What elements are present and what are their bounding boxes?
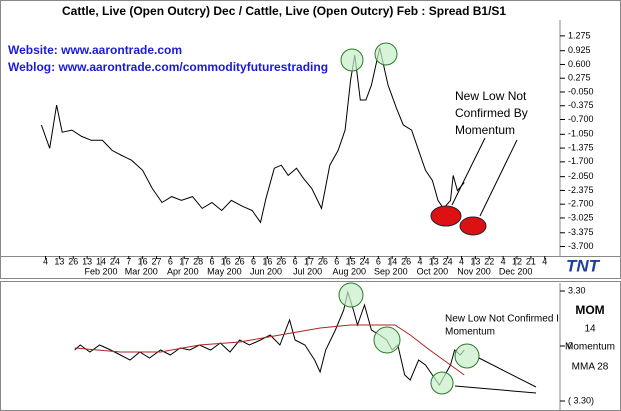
momentum-panel bbox=[0, 281, 621, 411]
annotation: Confirmed By bbox=[455, 106, 528, 120]
y-tick-label: -0.375 bbox=[568, 100, 594, 110]
y-tick-label: -1.050 bbox=[568, 129, 594, 139]
low-marker bbox=[430, 205, 462, 227]
x-month-label: Sep 200 bbox=[374, 266, 408, 276]
x-tick-label: 17 bbox=[179, 256, 189, 266]
highlights bbox=[338, 42, 537, 395]
x-tick-label: 16 bbox=[221, 256, 231, 266]
x-tick-label: 16 bbox=[262, 256, 272, 266]
y-tick-label: -2.375 bbox=[568, 185, 594, 195]
indicator-name: MOM bbox=[575, 303, 604, 317]
x-tick-label: 7 bbox=[126, 256, 131, 266]
x-month-label: Nov 200 bbox=[457, 266, 491, 276]
y-tick-label: -2.700 bbox=[568, 199, 594, 209]
annotation: Momentum bbox=[455, 123, 515, 137]
y-tick-label: 0 bbox=[568, 340, 573, 350]
weblog-link[interactable]: Weblog: www.aarontrade.com/commodityfutu… bbox=[8, 60, 328, 74]
x-tick-label: 4 bbox=[501, 256, 506, 266]
annotation: New Low Not Confirmed I bbox=[445, 314, 559, 325]
y-tick-label: -0.050 bbox=[568, 86, 594, 96]
x-tick-label: 24 bbox=[443, 256, 453, 266]
chart-title: Cattle, Live (Open Outcry) Dec / Cattle,… bbox=[62, 4, 506, 18]
series-line bbox=[74, 290, 465, 386]
x-month-label: Apr 200 bbox=[167, 266, 199, 276]
x-tick-label: 13 bbox=[429, 256, 439, 266]
x-tick-label: 6 bbox=[251, 256, 256, 266]
y-tick-label: -2.050 bbox=[568, 171, 594, 181]
highlight-circle bbox=[430, 371, 454, 395]
y-tick-label: -1.700 bbox=[568, 156, 594, 166]
x-tick-label: 13 bbox=[470, 256, 480, 266]
annotation: Momentum bbox=[445, 327, 495, 338]
arrow bbox=[478, 357, 537, 388]
x-month-label: Dec 200 bbox=[499, 266, 533, 276]
x-month-label: Mar 200 bbox=[125, 266, 158, 276]
website-link[interactable]: Website: www.aarontrade.com bbox=[8, 43, 182, 57]
x-tick-label: 6 bbox=[293, 256, 298, 266]
highlight-circle bbox=[374, 42, 398, 66]
x-tick-label: 4 bbox=[542, 256, 547, 266]
x-tick-label: 15 bbox=[346, 256, 356, 266]
y-tick-label: -3.025 bbox=[568, 212, 594, 222]
y-tick-label: -3.700 bbox=[568, 241, 594, 251]
highlight-circle bbox=[338, 282, 364, 308]
x-tick-label: 26 bbox=[318, 256, 328, 266]
x-tick-label: 6 bbox=[209, 256, 214, 266]
x-tick-label: 21 bbox=[526, 256, 536, 266]
x-tick-label: 4 bbox=[43, 256, 48, 266]
x-month-label: Aug 200 bbox=[332, 266, 366, 276]
x-month-label: May 200 bbox=[207, 266, 242, 276]
series-line bbox=[74, 324, 465, 376]
price-line bbox=[40, 47, 465, 224]
x-tick-label: 6 bbox=[334, 256, 339, 266]
y-tick-label: -0.700 bbox=[568, 114, 594, 124]
x-tick-label: 17 bbox=[304, 256, 314, 266]
y-tick-label: 0.275 bbox=[568, 73, 591, 83]
y-tick-label: 0.600 bbox=[568, 59, 591, 69]
x-tick-label: 26 bbox=[235, 256, 245, 266]
annotation: New Low Not bbox=[455, 89, 527, 103]
highlight-circle bbox=[454, 343, 480, 369]
x-tick-label: 14 bbox=[387, 256, 397, 266]
logo: TNT bbox=[566, 256, 601, 275]
highlight-circle bbox=[340, 48, 364, 72]
y-tick-label: 1.275 bbox=[568, 30, 591, 40]
y-tick-label: 3.30 bbox=[568, 285, 586, 295]
y-tick-label: -1.375 bbox=[568, 142, 594, 152]
x-tick-label: 6 bbox=[376, 256, 381, 266]
x-tick-label: 6 bbox=[168, 256, 173, 266]
low-marker bbox=[459, 216, 487, 236]
x-tick-label: 13 bbox=[82, 256, 92, 266]
arrow bbox=[479, 139, 518, 217]
x-tick-label: 24 bbox=[110, 256, 120, 266]
highlight-circle bbox=[373, 326, 401, 354]
arrow bbox=[451, 137, 486, 206]
x-month-label: Jun 200 bbox=[250, 266, 282, 276]
x-tick-label: 12 bbox=[512, 256, 522, 266]
x-tick-label: 27 bbox=[151, 256, 161, 266]
legend-entry: Momentum bbox=[565, 342, 615, 353]
price-panel bbox=[0, 0, 621, 279]
x-tick-label: 16 bbox=[138, 256, 148, 266]
x-tick-label: 26 bbox=[276, 256, 286, 266]
x-tick-label: 26 bbox=[401, 256, 411, 266]
arrow bbox=[454, 385, 537, 394]
x-tick-label: 22 bbox=[484, 256, 494, 266]
legend-entry: MMA 28 bbox=[572, 362, 609, 373]
x-month-label: Feb 200 bbox=[84, 266, 117, 276]
y-tick-label: ( 3.30) bbox=[568, 395, 594, 405]
x-tick-label: 4 bbox=[459, 256, 464, 266]
x-tick-label: 4 bbox=[417, 256, 422, 266]
y-tick-label: 0.925 bbox=[568, 45, 591, 55]
x-tick-label: 13 bbox=[54, 256, 64, 266]
indicator-period: 14 bbox=[584, 324, 596, 335]
x-tick-label: 26 bbox=[68, 256, 78, 266]
x-month-label: Jul 200 bbox=[293, 266, 322, 276]
x-tick-label: 24 bbox=[359, 256, 369, 266]
x-tick-label: 28 bbox=[193, 256, 203, 266]
x-month-label: Oct 200 bbox=[417, 266, 449, 276]
y-tick-label: -3.375 bbox=[568, 227, 594, 237]
